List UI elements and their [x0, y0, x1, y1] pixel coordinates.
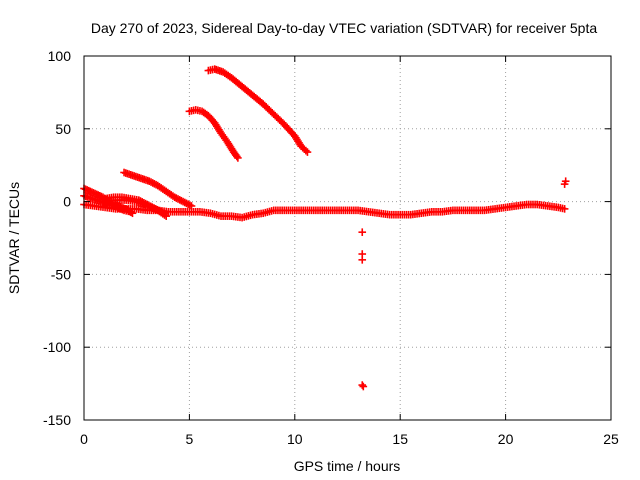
- data-marks: [80, 65, 570, 391]
- x-tick-label: 0: [80, 431, 88, 447]
- arc-90-point: [303, 148, 312, 156]
- rising-arc-point: [187, 202, 196, 210]
- outliers-point: [358, 250, 367, 258]
- early-arc-d-point: [162, 212, 171, 220]
- y-tick-label: 100: [48, 48, 72, 64]
- x-tick-label: 25: [603, 431, 619, 447]
- y-axis-label: SDTVAR / TECUs: [6, 182, 22, 294]
- x-tick-label: 5: [186, 431, 194, 447]
- outliers-point: [560, 180, 569, 188]
- x-tick-label: 15: [392, 431, 408, 447]
- arc-60-point: [234, 154, 242, 162]
- y-tick-label: -100: [43, 339, 71, 355]
- outliers-point: [359, 382, 368, 391]
- y-tick-label: 50: [55, 121, 71, 137]
- axis-ticks: 0 5 10 15 20 25 100 50 0 -50 -100 -150: [43, 48, 619, 447]
- outliers-point: [358, 228, 367, 236]
- chart-title: Day 270 of 2023, Sidereal Day-to-day VTE…: [91, 20, 598, 36]
- y-tick-label: -50: [51, 266, 71, 282]
- plot-frame: [83, 55, 612, 421]
- y-tick-label: 0: [63, 194, 71, 210]
- x-tick-label: 20: [498, 431, 514, 447]
- y-tick-label: -150: [43, 412, 71, 428]
- grid: [84, 56, 611, 420]
- outliers-point: [561, 177, 570, 186]
- x-axis-label: GPS time / hours: [294, 458, 401, 474]
- x-tick-label: 10: [287, 431, 303, 447]
- outliers-point: [358, 256, 367, 264]
- early-arc-b-point: [126, 207, 135, 216]
- main-baseline-point: [560, 205, 569, 213]
